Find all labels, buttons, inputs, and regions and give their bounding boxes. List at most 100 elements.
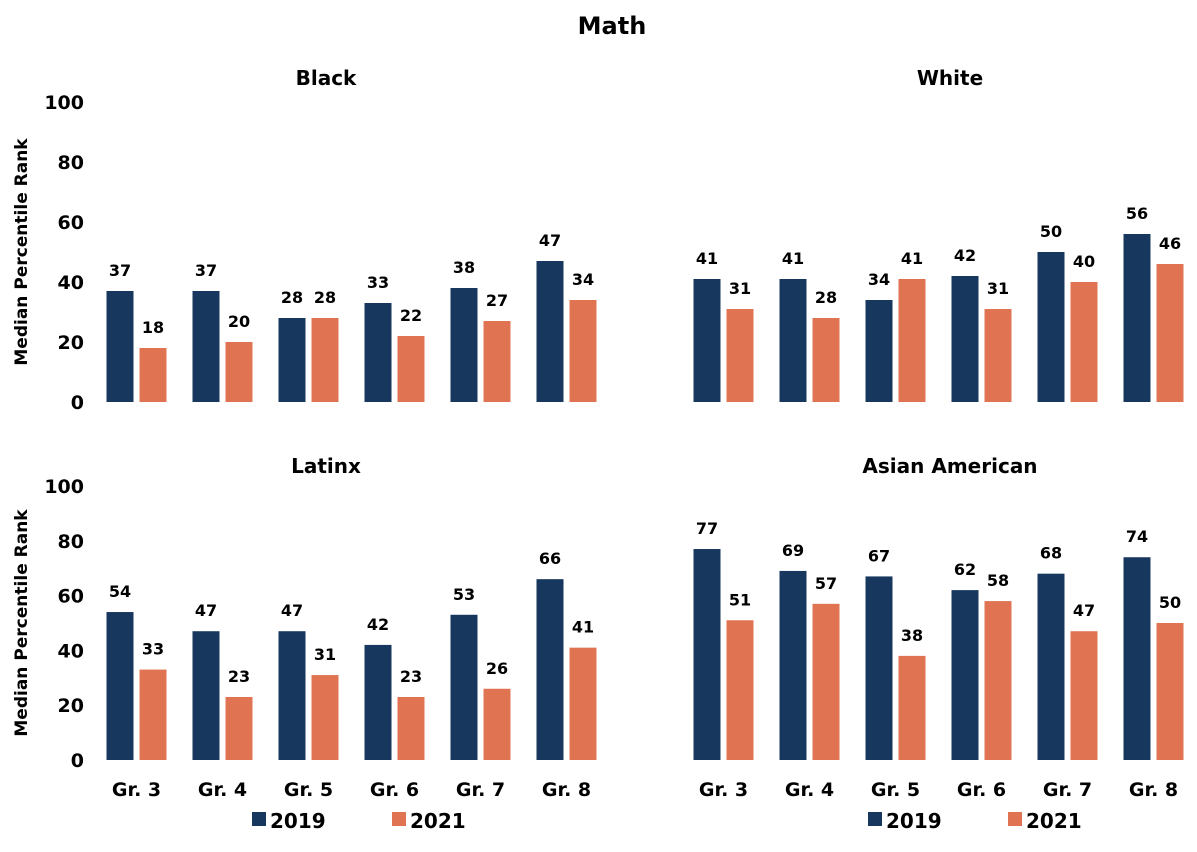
bar-2019 — [1037, 573, 1065, 760]
bar-2019 — [693, 549, 721, 760]
data-label: 53 — [453, 585, 475, 604]
legend-swatch-2021 — [1008, 812, 1022, 826]
data-label: 47 — [281, 601, 303, 620]
data-label: 74 — [1126, 527, 1148, 546]
x-tick-label: Gr. 8 — [542, 779, 591, 801]
data-label: 67 — [868, 546, 890, 565]
bar-2021 — [311, 318, 339, 402]
bar-2021 — [569, 300, 597, 402]
data-label: 42 — [954, 246, 976, 265]
bar-2019 — [450, 288, 478, 402]
data-label: 50 — [1159, 593, 1181, 612]
y-axis-label: Median Percentile Rank — [12, 138, 32, 366]
bar-2021 — [898, 279, 926, 402]
data-label: 66 — [539, 549, 561, 568]
data-label: 41 — [572, 618, 594, 637]
y-tick-label: 0 — [71, 392, 84, 414]
bar-2019 — [779, 570, 807, 760]
data-label: 34 — [572, 270, 594, 289]
y-tick-label: 100 — [44, 92, 84, 114]
data-label: 23 — [400, 667, 422, 686]
bar-2019 — [1123, 557, 1151, 760]
data-label: 58 — [987, 571, 1009, 590]
panel-title: Asian American — [862, 454, 1037, 478]
x-tick-label: Gr. 3 — [699, 779, 748, 801]
y-tick-label: 20 — [58, 332, 84, 354]
bar-2021 — [139, 348, 167, 402]
bar-2021 — [984, 601, 1012, 760]
x-tick-label: Gr. 7 — [1043, 779, 1092, 801]
bar-2019 — [865, 300, 893, 402]
bar-2021 — [812, 318, 840, 402]
data-label: 41 — [696, 249, 718, 268]
bar-2019 — [364, 303, 392, 402]
bar-2019 — [536, 261, 564, 402]
bar-2021 — [225, 342, 253, 402]
data-label: 28 — [314, 288, 336, 307]
data-label: 57 — [815, 574, 837, 593]
data-label: 20 — [228, 312, 250, 331]
bar-2019 — [951, 590, 979, 760]
bar-2021 — [898, 655, 926, 760]
x-tick-label: Gr. 6 — [957, 779, 1006, 801]
bar-2021 — [225, 696, 253, 760]
data-label: 50 — [1040, 222, 1062, 241]
bar-2021 — [311, 675, 339, 760]
bar-2019 — [278, 318, 306, 402]
y-tick-label: 80 — [58, 531, 84, 553]
data-label: 41 — [782, 249, 804, 268]
legend-label: 2021 — [1026, 809, 1082, 833]
bar-2021 — [397, 696, 425, 760]
x-tick-label: Gr. 6 — [370, 779, 419, 801]
bar-2021 — [726, 620, 754, 760]
bar-2019 — [278, 631, 306, 760]
bar-2019 — [192, 291, 220, 402]
bar-2021 — [397, 336, 425, 402]
data-label: 56 — [1126, 204, 1148, 223]
bar-2021 — [726, 309, 754, 402]
legend-label: 2019 — [270, 809, 326, 833]
data-label: 23 — [228, 667, 250, 686]
bar-2021 — [569, 647, 597, 760]
y-tick-label: 0 — [71, 750, 84, 772]
data-label: 40 — [1073, 252, 1095, 271]
legend-swatch-2021 — [392, 812, 406, 826]
data-label: 38 — [901, 626, 923, 645]
bar-2019 — [779, 279, 807, 402]
bar-2019 — [693, 279, 721, 402]
panel-title: White — [917, 66, 983, 90]
data-label: 68 — [1040, 544, 1062, 563]
y-tick-label: 60 — [58, 586, 84, 608]
data-label: 46 — [1159, 234, 1181, 253]
data-label: 22 — [400, 306, 422, 325]
data-label: 37 — [109, 261, 131, 280]
x-tick-label: Gr. 8 — [1129, 779, 1178, 801]
data-label: 28 — [281, 288, 303, 307]
data-label: 33 — [142, 640, 164, 659]
bar-2021 — [1070, 631, 1098, 760]
data-label: 47 — [539, 231, 561, 250]
bar-2021 — [483, 688, 511, 760]
data-label: 47 — [1073, 601, 1095, 620]
bar-2019 — [536, 579, 564, 760]
x-tick-label: Gr. 3 — [112, 779, 161, 801]
y-axis-label: Median Percentile Rank — [12, 509, 32, 737]
y-tick-label: 40 — [58, 272, 84, 294]
x-tick-label: Gr. 5 — [284, 779, 333, 801]
data-label: 41 — [901, 249, 923, 268]
data-label: 69 — [782, 541, 804, 560]
bar-2019 — [192, 631, 220, 760]
legend-swatch-2019 — [252, 812, 266, 826]
bar-2019 — [1123, 234, 1151, 402]
legend-swatch-2019 — [868, 812, 882, 826]
bar-2019 — [951, 276, 979, 402]
data-label: 31 — [314, 645, 336, 664]
data-label: 38 — [453, 258, 475, 277]
panel-title: Black — [296, 66, 357, 90]
y-tick-label: 60 — [58, 212, 84, 234]
bar-2021 — [483, 321, 511, 402]
bar-2019 — [106, 291, 134, 402]
data-label: 47 — [195, 601, 217, 620]
